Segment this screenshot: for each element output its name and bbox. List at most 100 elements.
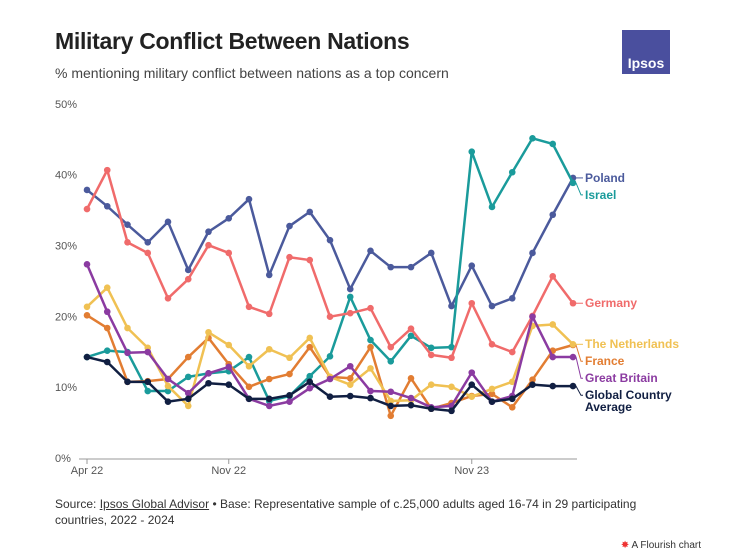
series-label: Poland xyxy=(585,170,626,185)
data-point xyxy=(326,313,334,320)
data-point xyxy=(225,363,233,371)
source-label: Source: xyxy=(55,497,97,511)
series-label: The Netherlands xyxy=(585,337,680,352)
data-point xyxy=(488,385,496,393)
data-point xyxy=(184,266,192,274)
data-point xyxy=(124,221,131,228)
series-label: Germany xyxy=(585,296,638,311)
data-point xyxy=(326,393,334,400)
data-point xyxy=(306,343,314,351)
x-tick-label: Nov 22 xyxy=(211,465,246,477)
data-point xyxy=(508,168,516,176)
data-point xyxy=(549,273,557,280)
data-point xyxy=(83,205,91,213)
y-tick-label: 50% xyxy=(55,99,77,111)
data-point xyxy=(549,321,557,328)
data-point xyxy=(286,391,293,399)
data-point xyxy=(103,347,111,354)
data-point xyxy=(367,336,374,344)
data-point xyxy=(164,218,172,226)
data-point xyxy=(529,249,536,257)
series-label: Great Britain xyxy=(585,371,658,386)
data-point xyxy=(205,379,212,387)
data-point xyxy=(346,285,354,293)
series-label: France xyxy=(585,354,625,369)
y-tick-label: 10% xyxy=(55,382,77,394)
data-point xyxy=(205,241,212,249)
data-point xyxy=(306,372,314,380)
data-point xyxy=(508,378,516,386)
data-point xyxy=(103,284,111,291)
data-point xyxy=(225,341,233,349)
data-point xyxy=(164,375,172,383)
data-point xyxy=(286,370,293,378)
data-point xyxy=(468,148,476,156)
data-point xyxy=(286,253,293,261)
data-point xyxy=(306,384,314,392)
data-point xyxy=(265,402,273,410)
data-point xyxy=(245,195,253,203)
data-point xyxy=(245,353,253,361)
data-point xyxy=(367,394,374,402)
data-point xyxy=(265,345,273,353)
chart-subtitle: % mentioning military conflict between n… xyxy=(55,65,449,81)
series-label: Global Country Average xyxy=(585,388,672,415)
label-connector xyxy=(575,344,583,362)
data-point xyxy=(286,354,293,362)
data-point xyxy=(184,402,192,410)
data-point xyxy=(427,405,435,413)
data-point xyxy=(427,249,435,257)
series-label: Israel xyxy=(585,187,617,202)
source-link[interactable]: Ipsos Global Advisor xyxy=(99,497,210,511)
data-point xyxy=(569,299,577,307)
data-point xyxy=(184,395,192,403)
data-point xyxy=(468,262,476,270)
series-line xyxy=(86,137,575,403)
data-point xyxy=(468,299,476,307)
data-point xyxy=(103,308,111,316)
data-point xyxy=(448,383,455,391)
data-point xyxy=(124,349,131,357)
data-point xyxy=(164,294,172,302)
data-point xyxy=(103,358,111,366)
footer: Source: Ipsos Global Advisor • Base: Rep… xyxy=(55,496,685,528)
data-point xyxy=(468,393,476,400)
data-point xyxy=(529,381,536,388)
data-point xyxy=(448,302,455,310)
series-line xyxy=(85,168,574,360)
data-point xyxy=(265,375,273,383)
data-point xyxy=(468,369,476,376)
data-point xyxy=(124,324,131,332)
data-point xyxy=(549,382,557,390)
label-connector xyxy=(575,182,583,196)
data-point xyxy=(225,214,233,222)
data-point xyxy=(508,404,516,411)
source-text: • Base: Representative sample of c.25,00… xyxy=(55,497,637,527)
data-point xyxy=(265,310,273,318)
data-point xyxy=(387,402,395,410)
data-point xyxy=(549,211,557,219)
data-point xyxy=(286,222,293,230)
credit[interactable]: A Flourish chart xyxy=(621,540,701,551)
data-point xyxy=(164,398,172,405)
data-point xyxy=(306,208,314,216)
data-point xyxy=(529,376,536,384)
data-point xyxy=(387,357,395,365)
data-point xyxy=(184,373,192,381)
x-tick-label: Apr 22 xyxy=(71,465,103,477)
data-point xyxy=(184,389,192,397)
data-point xyxy=(245,395,253,403)
data-point xyxy=(346,374,354,382)
data-point xyxy=(367,247,374,255)
data-point xyxy=(468,381,476,388)
data-point xyxy=(83,261,91,268)
data-point xyxy=(569,382,577,390)
data-point xyxy=(124,378,131,386)
data-point xyxy=(144,249,152,257)
data-point xyxy=(205,370,212,377)
data-point xyxy=(184,275,192,283)
data-point xyxy=(103,202,111,210)
data-point xyxy=(144,387,152,395)
data-point xyxy=(225,249,233,257)
data-point xyxy=(326,353,334,360)
